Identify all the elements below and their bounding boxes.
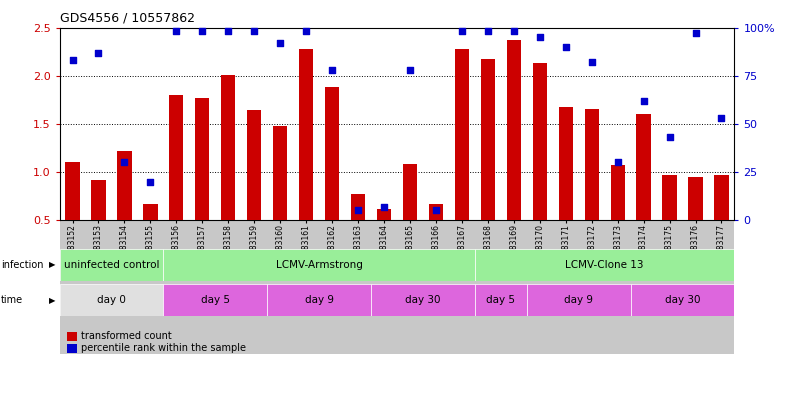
- Point: [611, 159, 624, 165]
- Text: transformed count: transformed count: [81, 331, 172, 342]
- Bar: [611, 165, 625, 220]
- Point: [222, 28, 235, 35]
- Point: [352, 208, 364, 214]
- Bar: [507, 40, 521, 220]
- Point: [248, 28, 260, 35]
- Point: [663, 134, 676, 140]
- Bar: [371, 284, 475, 316]
- Point: [170, 28, 183, 35]
- Point: [689, 30, 702, 37]
- Bar: [715, 175, 729, 220]
- Bar: [429, 204, 443, 220]
- Bar: [533, 63, 547, 220]
- Bar: [164, 284, 268, 316]
- Bar: [164, 249, 475, 281]
- Point: [196, 28, 209, 35]
- Text: percentile rank within the sample: percentile rank within the sample: [81, 343, 246, 353]
- Bar: [662, 175, 676, 220]
- Text: day 9: day 9: [565, 295, 593, 305]
- Text: day 30: day 30: [665, 295, 700, 305]
- Text: LCMV-Clone 13: LCMV-Clone 13: [565, 260, 644, 270]
- Point: [456, 28, 468, 35]
- Bar: [480, 59, 495, 220]
- Bar: [584, 109, 599, 220]
- Point: [274, 40, 287, 46]
- Bar: [325, 87, 339, 220]
- Point: [144, 178, 156, 185]
- Text: GDS4556 / 10557862: GDS4556 / 10557862: [60, 12, 195, 25]
- Bar: [91, 180, 106, 220]
- Point: [326, 67, 338, 73]
- Point: [638, 97, 650, 104]
- Text: time: time: [1, 295, 23, 305]
- Bar: [60, 249, 164, 281]
- Text: ▶: ▶: [49, 296, 56, 305]
- Bar: [60, 284, 164, 316]
- Point: [92, 50, 105, 56]
- Bar: [475, 249, 734, 281]
- Bar: [630, 284, 734, 316]
- Bar: [268, 284, 371, 316]
- Point: [560, 44, 572, 50]
- Bar: [299, 49, 314, 220]
- Point: [430, 208, 442, 214]
- Text: day 0: day 0: [97, 295, 126, 305]
- Bar: [273, 126, 287, 220]
- Bar: [351, 194, 365, 220]
- Text: uninfected control: uninfected control: [64, 260, 160, 270]
- Bar: [195, 98, 210, 220]
- Point: [585, 59, 598, 65]
- Text: infection: infection: [1, 260, 44, 270]
- Text: day 30: day 30: [405, 295, 441, 305]
- Text: day 9: day 9: [305, 295, 333, 305]
- Point: [534, 34, 546, 40]
- Point: [118, 159, 131, 165]
- Bar: [169, 95, 183, 220]
- Bar: [526, 284, 630, 316]
- Point: [403, 67, 416, 73]
- Bar: [143, 204, 157, 220]
- Bar: [688, 177, 703, 220]
- Point: [715, 115, 728, 121]
- Text: day 5: day 5: [201, 295, 229, 305]
- Bar: [637, 114, 651, 220]
- Bar: [65, 162, 79, 220]
- Bar: [247, 110, 261, 220]
- Point: [481, 28, 494, 35]
- Bar: [559, 107, 572, 220]
- Bar: [475, 284, 526, 316]
- Bar: [118, 151, 132, 220]
- Bar: [455, 49, 469, 220]
- Text: ▶: ▶: [49, 261, 56, 269]
- Text: LCMV-Armstrong: LCMV-Armstrong: [276, 260, 363, 270]
- Point: [300, 28, 313, 35]
- Point: [378, 204, 391, 210]
- Bar: [222, 75, 235, 220]
- Point: [66, 57, 79, 63]
- Bar: [403, 164, 417, 220]
- Point: [507, 28, 520, 35]
- Bar: [377, 209, 391, 220]
- Text: day 5: day 5: [487, 295, 515, 305]
